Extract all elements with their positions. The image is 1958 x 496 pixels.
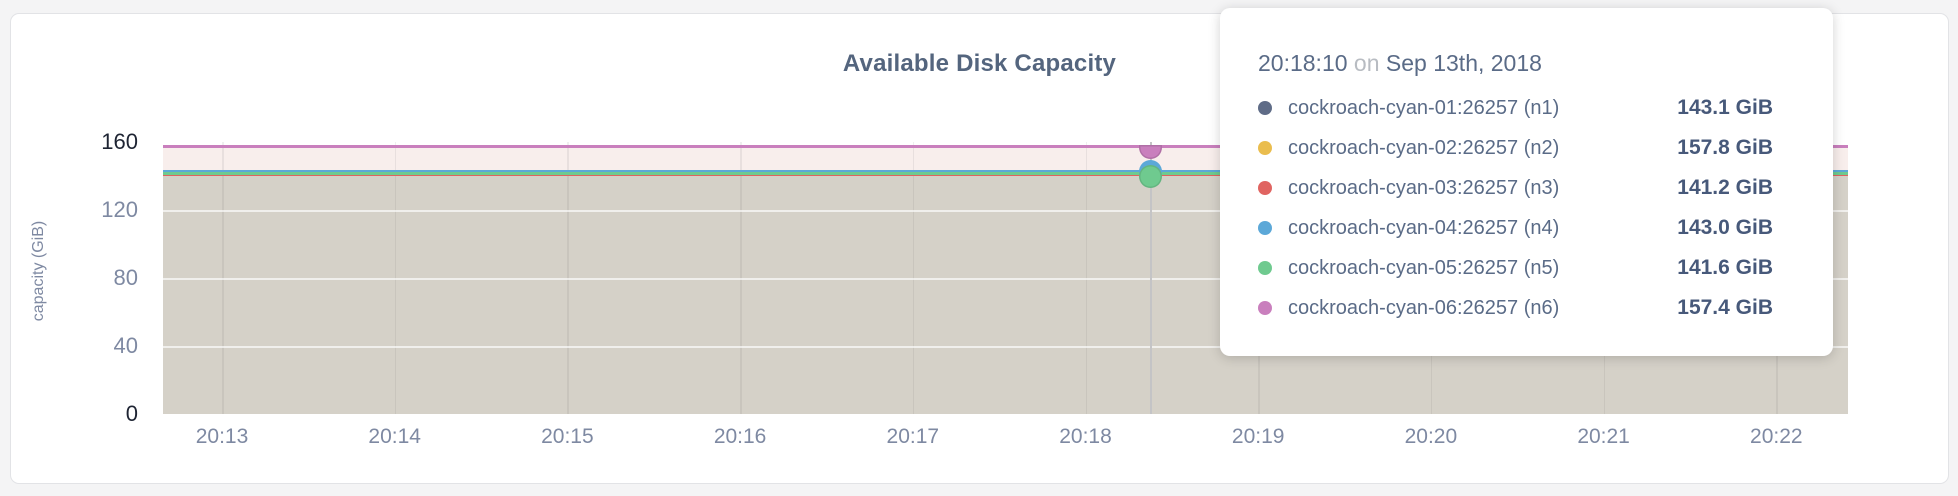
- x-axis-tick-label: 20:20: [1404, 425, 1458, 448]
- x-axis-tick-label: 20:18: [1059, 425, 1112, 448]
- horizontal-gridline: [163, 278, 1848, 280]
- y-axis-title: capacity (GiB): [30, 220, 47, 322]
- series-label: cockroach-cyan-05:26257 (n5): [1288, 256, 1560, 279]
- y-axis-tick-label: 0: [125, 401, 138, 426]
- series-label: cockroach-cyan-02:26257 (n2): [1288, 136, 1560, 159]
- y-axis-tick-label: 120: [101, 197, 138, 223]
- series-value: 143.0 GiB: [1677, 216, 1773, 239]
- tooltip-series-row: cockroach-cyan-03:26257 (n3) 141.2 GiB: [1258, 168, 1773, 208]
- series-color-dot: [1258, 221, 1272, 235]
- x-axis-tick-label: 20:16: [713, 425, 767, 448]
- tooltip-date: Sep 13th, 2018: [1385, 50, 1542, 76]
- series-value: 157.4 GiB: [1677, 296, 1773, 319]
- series-line-n4: [163, 169, 1848, 173]
- series-value: 141.2 GiB: [1677, 176, 1773, 199]
- series-line-n6: [163, 145, 1848, 149]
- tooltip-series-list: cockroach-cyan-01:26257 (n1) 143.1 GiB coc…: [1258, 88, 1773, 328]
- series-value: 157.8 GiB: [1677, 136, 1773, 159]
- tooltip-time: 20:18:10: [1258, 50, 1348, 76]
- series-color-dot: [1258, 101, 1272, 115]
- series-value: 143.1 GiB: [1677, 96, 1773, 119]
- chart-tooltip: 20:18:10 on Sep 13th, 2018 cockroach-cya…: [1220, 8, 1833, 356]
- hover-marker-n6: [1139, 144, 1162, 159]
- tooltip-series-row: cockroach-cyan-04:26257 (n4) 143.0 GiB: [1258, 208, 1773, 248]
- tooltip-timestamp: 20:18:10 on Sep 13th, 2018: [1258, 46, 1773, 80]
- chart-title: Available Disk Capacity: [842, 50, 1117, 77]
- y-axis-tick-label: 160: [101, 129, 138, 155]
- tooltip-on-word: on: [1353, 50, 1380, 76]
- x-axis-tick-label: 20:21: [1577, 425, 1630, 448]
- x-axis-tick-label: 20:19: [1231, 425, 1285, 448]
- horizontal-gridline: [163, 210, 1848, 212]
- hover-guideline: [1150, 142, 1152, 414]
- series-label: cockroach-cyan-03:26257 (n3): [1288, 176, 1560, 199]
- series-line-n5: [163, 172, 1848, 176]
- x-axis-tick-label: 20:17: [886, 425, 940, 448]
- series-label: cockroach-cyan-01:26257 (n1): [1288, 96, 1560, 119]
- tooltip-series-row: cockroach-cyan-05:26257 (n5) 141.6 GiB: [1258, 248, 1773, 288]
- x-axis-tick-label: 20:22: [1750, 425, 1803, 448]
- x-axis-tick-label: 20:14: [368, 425, 421, 448]
- x-axis-tick-label: 20:13: [195, 425, 249, 448]
- series-color-dot: [1258, 141, 1272, 155]
- tooltip-series-row: cockroach-cyan-01:26257 (n1) 143.1 GiB: [1258, 88, 1773, 128]
- x-axis-tick-label: 20:15: [541, 425, 594, 448]
- horizontal-gridline: [163, 346, 1848, 348]
- series-value: 141.6 GiB: [1677, 256, 1773, 279]
- tooltip-series-row: cockroach-cyan-06:26257 (n6) 157.4 GiB: [1258, 288, 1773, 328]
- y-axis-tick-label: 80: [113, 265, 138, 291]
- tooltip-series-row: cockroach-cyan-02:26257 (n2) 157.8 GiB: [1258, 128, 1773, 168]
- series-color-dot: [1258, 301, 1272, 315]
- series-label: cockroach-cyan-04:26257 (n4): [1288, 216, 1560, 239]
- series-color-dot: [1258, 181, 1272, 195]
- series-label: cockroach-cyan-06:26257 (n6): [1288, 296, 1560, 319]
- y-axis-tick-label: 40: [113, 333, 138, 359]
- series-color-dot: [1258, 261, 1272, 275]
- hover-marker-n5: [1139, 164, 1162, 188]
